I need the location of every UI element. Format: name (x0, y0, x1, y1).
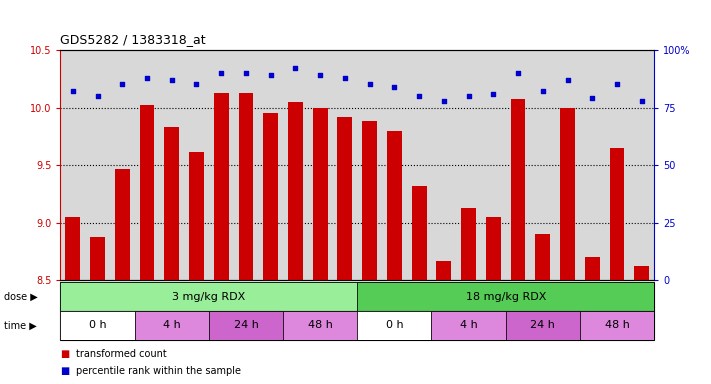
Bar (560, 108, 575, 280)
Point (587, 95, 598, 101)
Bar (580, 311, 654, 340)
Bar (357, 282, 654, 311)
Bar (432, 311, 506, 340)
Point (166, 77, 178, 83)
Point (562, 77, 573, 83)
Point (537, 88, 548, 94)
Point (389, 84, 400, 90)
Bar (238, 93, 253, 280)
Text: percentile rank within the sample: percentile rank within the sample (76, 366, 241, 376)
Bar (313, 108, 328, 280)
Point (314, 72, 326, 78)
Bar (263, 113, 278, 280)
Bar (283, 311, 357, 340)
Text: GDS5282 / 1383318_at: GDS5282 / 1383318_at (60, 33, 206, 46)
Bar (115, 169, 129, 280)
Bar (209, 311, 283, 340)
Point (513, 70, 524, 76)
Point (463, 93, 474, 99)
Point (438, 98, 449, 104)
Bar (134, 311, 209, 340)
Point (141, 74, 153, 81)
Text: dose ▶: dose ▶ (4, 291, 37, 302)
Text: ■: ■ (60, 349, 70, 359)
Point (413, 93, 424, 99)
Bar (362, 121, 377, 280)
Point (240, 70, 252, 76)
Point (215, 70, 227, 76)
Text: 48 h: 48 h (308, 320, 333, 331)
Point (611, 81, 623, 88)
Bar (634, 266, 649, 280)
Bar (164, 127, 179, 280)
Point (339, 74, 351, 81)
Text: 4 h: 4 h (460, 320, 478, 331)
Bar (506, 311, 580, 340)
Bar (90, 237, 105, 280)
Bar (461, 208, 476, 280)
Bar (65, 217, 80, 280)
Point (636, 98, 648, 104)
Bar (437, 261, 451, 280)
Text: 18 mg/kg RDX: 18 mg/kg RDX (466, 291, 546, 302)
Bar (338, 117, 353, 280)
Point (117, 81, 128, 88)
Bar (412, 186, 427, 280)
Bar (535, 234, 550, 280)
Bar (609, 148, 624, 280)
Bar (214, 93, 229, 280)
Text: 24 h: 24 h (233, 320, 258, 331)
Point (265, 72, 277, 78)
Text: 3 mg/kg RDX: 3 mg/kg RDX (172, 291, 245, 302)
Bar (486, 217, 501, 280)
Bar (387, 131, 402, 280)
Point (67, 88, 78, 94)
Bar (139, 105, 154, 280)
Text: 0 h: 0 h (89, 320, 107, 331)
Text: transformed count: transformed count (76, 349, 167, 359)
Bar (357, 311, 432, 340)
Text: 24 h: 24 h (530, 320, 555, 331)
Point (364, 81, 375, 88)
Bar (585, 257, 599, 280)
Bar (60, 311, 134, 340)
Text: 4 h: 4 h (163, 320, 181, 331)
Bar (60, 282, 357, 311)
Text: time ▶: time ▶ (4, 320, 36, 331)
Text: 0 h: 0 h (385, 320, 403, 331)
Point (290, 65, 301, 71)
Bar (288, 102, 303, 280)
Point (191, 81, 202, 88)
Point (92, 93, 103, 99)
Bar (189, 152, 204, 280)
Point (488, 91, 499, 97)
Text: ■: ■ (60, 366, 70, 376)
Bar (510, 99, 525, 280)
Text: 48 h: 48 h (604, 320, 629, 331)
